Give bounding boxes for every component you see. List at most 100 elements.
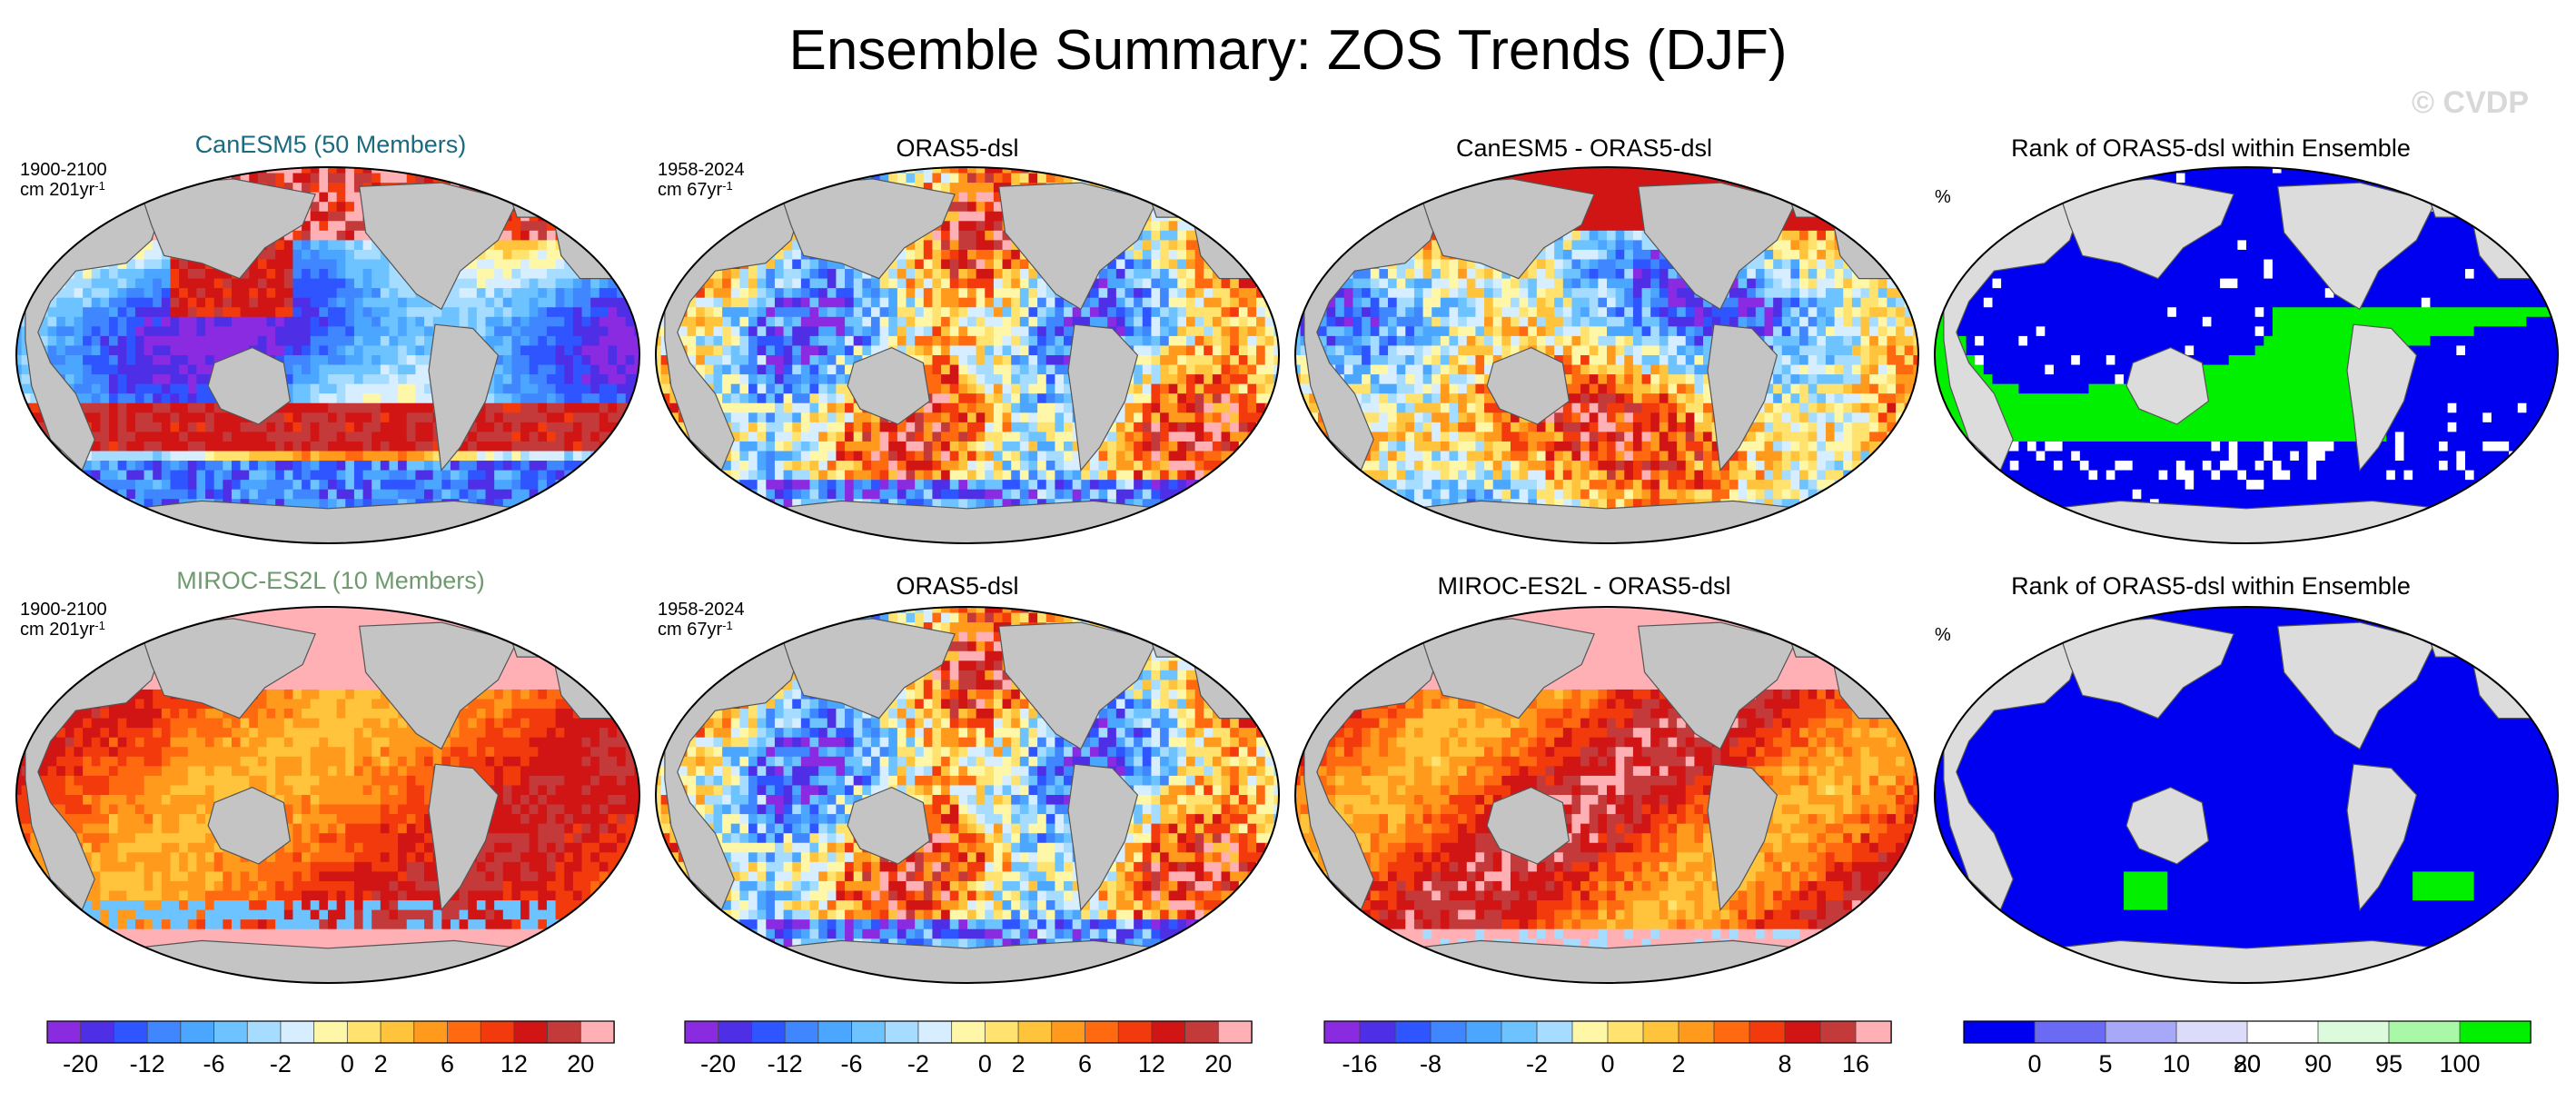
- map-cell: [336, 288, 346, 299]
- map-cell: [572, 441, 583, 452]
- map-cell: [170, 527, 180, 539]
- map-cell: [958, 402, 968, 413]
- map-cell: [1238, 345, 1249, 356]
- map-cell: [83, 183, 93, 194]
- map-cell: [21, 345, 31, 356]
- map-cell: [730, 345, 740, 356]
- map-cell: [1160, 249, 1170, 261]
- map-cell: [766, 345, 776, 356]
- map-cell: [669, 183, 679, 194]
- map-cell: [546, 202, 557, 213]
- map-cell: [74, 221, 84, 232]
- map-cell: [748, 307, 758, 318]
- map-cell: [1019, 402, 1030, 413]
- map-cell: [1160, 432, 1170, 442]
- map-cell: [783, 288, 793, 299]
- map-cell: [836, 167, 846, 174]
- map-cell: [380, 489, 391, 500]
- map-cell: [476, 422, 487, 432]
- map-cell: [1238, 402, 1249, 413]
- map-cell: [1212, 345, 1223, 356]
- map-cell: [64, 230, 75, 241]
- map-cell: [511, 335, 521, 347]
- map-cell: [985, 230, 995, 241]
- map-cell: [590, 441, 600, 452]
- map-cell: [441, 316, 451, 327]
- map-cell: [511, 432, 521, 442]
- map-cell: [187, 259, 198, 270]
- map-cell: [372, 335, 381, 347]
- map-cell: [38, 183, 49, 194]
- map-cell: [1160, 422, 1170, 432]
- map-cell: [336, 422, 346, 432]
- map-cell: [257, 249, 268, 261]
- map-cell: [520, 364, 530, 375]
- map-cell: [993, 230, 1004, 241]
- map-cell: [564, 335, 574, 347]
- map-cell: [853, 412, 863, 423]
- map-cell: [1204, 297, 1214, 308]
- map-cell: [64, 167, 75, 174]
- map-cell: [476, 480, 487, 491]
- map-cell: [555, 173, 565, 184]
- map-cell: [1045, 432, 1055, 442]
- map-cell: [56, 527, 66, 539]
- map-cell: [310, 470, 320, 481]
- map-cell: [328, 489, 338, 500]
- map-cell: [345, 335, 355, 347]
- map-cell: [213, 480, 223, 491]
- map-cell: [292, 422, 302, 432]
- map-cell: [476, 297, 487, 308]
- map-cell: [406, 167, 416, 174]
- map-cell: [16, 297, 23, 308]
- map-cell: [502, 221, 513, 232]
- map-cell: [572, 364, 583, 375]
- map-cell: [476, 412, 487, 423]
- map-cell: [144, 383, 154, 394]
- map-cell: [240, 326, 250, 337]
- map-cell: [1134, 402, 1144, 413]
- map-cell: [546, 412, 557, 423]
- map-cell: [283, 432, 294, 442]
- map-cell: [783, 183, 793, 194]
- map-cell: [485, 278, 495, 289]
- map-cell: [572, 297, 583, 308]
- map-cell: [398, 288, 408, 299]
- map-cell: [870, 288, 881, 299]
- map-cell: [656, 355, 662, 366]
- map-cell: [179, 422, 189, 432]
- map-cell: [64, 355, 75, 366]
- map-cell: [836, 345, 846, 356]
- map-cell: [1019, 422, 1030, 432]
- map-cell: [949, 345, 959, 356]
- map-cell: [100, 461, 110, 472]
- map-cell: [161, 297, 172, 308]
- map-cell: [1264, 412, 1274, 423]
- map-cell: [117, 412, 127, 423]
- map-cell: [590, 508, 600, 519]
- map-cell: [941, 167, 951, 174]
- map-cell: [398, 335, 408, 347]
- map-cell: [555, 383, 565, 394]
- map-cell: [1125, 288, 1134, 299]
- map-cell: [976, 383, 986, 394]
- map-cell: [153, 480, 163, 491]
- map-cell: [572, 527, 583, 539]
- map-cell: [302, 230, 312, 241]
- map-cell: [949, 202, 959, 213]
- map-cell: [572, 316, 583, 327]
- map-cell: [625, 240, 635, 251]
- map-cell: [704, 345, 715, 356]
- map-cell: [100, 499, 110, 510]
- map-cell: [774, 297, 785, 308]
- map-cell: [941, 183, 951, 194]
- map-cell: [415, 441, 425, 452]
- map-cell: [538, 422, 548, 432]
- map-cell: [529, 230, 539, 241]
- map-cell: [809, 432, 819, 442]
- map-cell: [656, 167, 662, 174]
- map-cell: [476, 307, 487, 318]
- map-cell: [546, 249, 557, 261]
- map-cell: [1185, 259, 1196, 270]
- map-cell: [38, 249, 49, 261]
